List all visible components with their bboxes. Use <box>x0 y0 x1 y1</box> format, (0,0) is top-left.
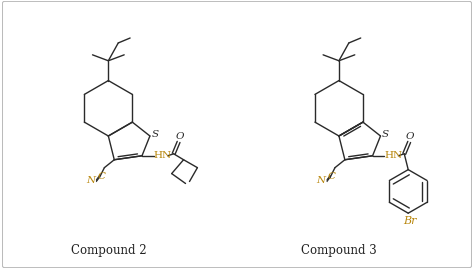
Text: Compound 3: Compound 3 <box>301 244 377 257</box>
Text: N: N <box>86 176 95 185</box>
Text: Compound 2: Compound 2 <box>71 244 146 257</box>
Text: C: C <box>98 172 105 181</box>
Text: S: S <box>382 130 389 140</box>
Text: S: S <box>151 130 158 140</box>
Text: HN: HN <box>384 151 402 160</box>
Text: Br: Br <box>403 216 417 226</box>
Text: HN: HN <box>154 151 172 160</box>
Text: O: O <box>175 132 184 141</box>
Text: C: C <box>328 172 336 181</box>
Text: O: O <box>406 132 414 141</box>
Text: N: N <box>317 176 326 185</box>
